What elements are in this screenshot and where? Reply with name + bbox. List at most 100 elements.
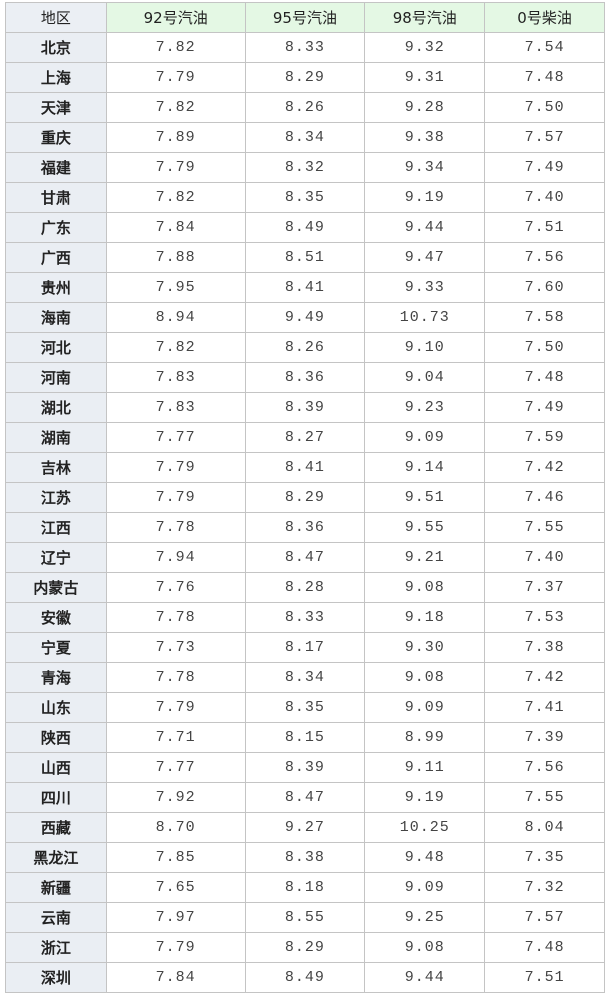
price-cell: 8.18 bbox=[244, 872, 366, 903]
region-cell: 青海 bbox=[5, 662, 107, 693]
price-cell: 8.47 bbox=[244, 782, 366, 813]
region-cell: 黑龙江 bbox=[5, 842, 107, 873]
price-cell: 7.84 bbox=[105, 212, 246, 243]
price-cell: 8.36 bbox=[244, 512, 366, 543]
table-row: 安徽 7.78 8.33 9.18 7.53 bbox=[5, 602, 605, 633]
price-cell: 9.25 bbox=[364, 902, 486, 933]
table-row: 四川 7.92 8.47 9.19 7.55 bbox=[5, 782, 605, 813]
header-fuel-type: 92号汽油 bbox=[105, 2, 246, 33]
price-cell: 7.85 bbox=[105, 842, 246, 873]
price-cell: 10.73 bbox=[364, 302, 486, 333]
price-cell: 7.77 bbox=[105, 422, 246, 453]
table-row: 贵州 7.95 8.41 9.33 7.60 bbox=[5, 272, 605, 303]
price-cell: 7.56 bbox=[484, 752, 605, 783]
region-cell: 四川 bbox=[5, 782, 107, 813]
region-cell: 广西 bbox=[5, 242, 107, 273]
price-cell: 8.26 bbox=[244, 332, 366, 363]
price-cell: 7.83 bbox=[105, 392, 246, 423]
price-cell: 9.44 bbox=[364, 962, 486, 993]
price-cell: 7.79 bbox=[105, 62, 246, 93]
table-row: 河南 7.83 8.36 9.04 7.48 bbox=[5, 362, 605, 393]
region-cell: 江西 bbox=[5, 512, 107, 543]
price-cell: 9.55 bbox=[364, 512, 486, 543]
price-cell: 9.21 bbox=[364, 542, 486, 573]
price-cell: 7.48 bbox=[484, 932, 605, 963]
price-cell: 10.25 bbox=[364, 812, 486, 843]
price-cell: 7.92 bbox=[105, 782, 246, 813]
price-cell: 9.09 bbox=[364, 872, 486, 903]
price-cell: 8.51 bbox=[244, 242, 366, 273]
price-cell: 7.40 bbox=[484, 182, 605, 213]
price-cell: 8.26 bbox=[244, 92, 366, 123]
table-row: 北京 7.82 8.33 9.32 7.54 bbox=[5, 32, 605, 63]
price-cell: 7.53 bbox=[484, 602, 605, 633]
price-cell: 7.59 bbox=[484, 422, 605, 453]
price-cell: 7.79 bbox=[105, 692, 246, 723]
table-row: 海南 8.94 9.49 10.73 7.58 bbox=[5, 302, 605, 333]
price-cell: 9.48 bbox=[364, 842, 486, 873]
price-cell: 9.51 bbox=[364, 482, 486, 513]
price-cell: 7.57 bbox=[484, 122, 605, 153]
table-row: 内蒙古 7.76 8.28 9.08 7.37 bbox=[5, 572, 605, 603]
region-cell: 广东 bbox=[5, 212, 107, 243]
region-cell: 重庆 bbox=[5, 122, 107, 153]
price-cell: 7.56 bbox=[484, 242, 605, 273]
price-cell: 8.49 bbox=[244, 962, 366, 993]
price-cell: 8.34 bbox=[244, 122, 366, 153]
table-row: 吉林 7.79 8.41 9.14 7.42 bbox=[5, 452, 605, 483]
price-cell: 7.76 bbox=[105, 572, 246, 603]
table-row: 浙江 7.79 8.29 9.08 7.48 bbox=[5, 932, 605, 963]
header-fuel-type: 98号汽油 bbox=[364, 2, 486, 33]
table-row: 新疆 7.65 8.18 9.09 7.32 bbox=[5, 872, 605, 903]
price-cell: 8.28 bbox=[244, 572, 366, 603]
table-row: 江苏 7.79 8.29 9.51 7.46 bbox=[5, 482, 605, 513]
price-cell: 7.78 bbox=[105, 602, 246, 633]
price-cell: 8.34 bbox=[244, 662, 366, 693]
price-cell: 8.41 bbox=[244, 452, 366, 483]
price-cell: 9.31 bbox=[364, 62, 486, 93]
price-cell: 7.79 bbox=[105, 482, 246, 513]
price-cell: 7.42 bbox=[484, 662, 605, 693]
price-cell: 7.82 bbox=[105, 32, 246, 63]
price-cell: 8.49 bbox=[244, 212, 366, 243]
price-cell: 9.33 bbox=[364, 272, 486, 303]
price-cell: 7.48 bbox=[484, 362, 605, 393]
table-row: 陕西 7.71 8.15 8.99 7.39 bbox=[5, 722, 605, 753]
price-cell: 9.28 bbox=[364, 92, 486, 123]
price-cell: 7.49 bbox=[484, 392, 605, 423]
price-cell: 7.58 bbox=[484, 302, 605, 333]
price-cell: 7.94 bbox=[105, 542, 246, 573]
price-cell: 9.09 bbox=[364, 692, 486, 723]
price-cell: 8.15 bbox=[244, 722, 366, 753]
region-cell: 宁夏 bbox=[5, 632, 107, 663]
price-cell: 8.70 bbox=[105, 812, 246, 843]
price-cell: 7.38 bbox=[484, 632, 605, 663]
price-cell: 9.44 bbox=[364, 212, 486, 243]
table-row: 西藏 8.70 9.27 10.25 8.04 bbox=[5, 812, 605, 843]
price-cell: 7.35 bbox=[484, 842, 605, 873]
region-cell: 深圳 bbox=[5, 962, 107, 993]
region-cell: 山西 bbox=[5, 752, 107, 783]
price-cell: 8.35 bbox=[244, 692, 366, 723]
table-row: 天津 7.82 8.26 9.28 7.50 bbox=[5, 92, 605, 123]
price-cell: 7.79 bbox=[105, 452, 246, 483]
price-cell: 7.83 bbox=[105, 362, 246, 393]
price-cell: 8.38 bbox=[244, 842, 366, 873]
table-row: 重庆 7.89 8.34 9.38 7.57 bbox=[5, 122, 605, 153]
price-cell: 7.78 bbox=[105, 512, 246, 543]
price-cell: 8.29 bbox=[244, 482, 366, 513]
price-cell: 9.19 bbox=[364, 782, 486, 813]
region-cell: 辽宁 bbox=[5, 542, 107, 573]
table-row: 青海 7.78 8.34 9.08 7.42 bbox=[5, 662, 605, 693]
region-cell: 安徽 bbox=[5, 602, 107, 633]
table-row: 深圳 7.84 8.49 9.44 7.51 bbox=[5, 962, 605, 993]
price-cell: 8.99 bbox=[364, 722, 486, 753]
price-cell: 9.34 bbox=[364, 152, 486, 183]
price-cell: 7.39 bbox=[484, 722, 605, 753]
price-cell: 9.14 bbox=[364, 452, 486, 483]
price-cell: 7.82 bbox=[105, 332, 246, 363]
price-cell: 7.54 bbox=[484, 32, 605, 63]
price-cell: 7.46 bbox=[484, 482, 605, 513]
price-cell: 7.97 bbox=[105, 902, 246, 933]
price-cell: 8.17 bbox=[244, 632, 366, 663]
